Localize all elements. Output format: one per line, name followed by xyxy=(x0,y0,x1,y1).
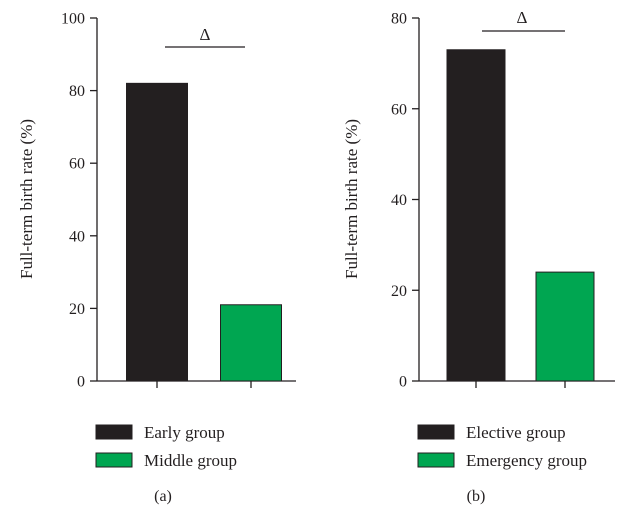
y-tick-label: 40 xyxy=(391,192,407,209)
legend-label: Elective group xyxy=(466,423,566,442)
panel-b-significance-marker: Δ xyxy=(517,8,528,27)
legend-swatch xyxy=(417,452,455,468)
y-tick-label: 20 xyxy=(69,301,85,318)
y-tick-label: 80 xyxy=(391,11,407,28)
y-tick-label: 100 xyxy=(61,11,85,28)
y-tick-label: 60 xyxy=(391,101,407,118)
panel-a-x-ticks xyxy=(156,381,252,388)
legend-swatch xyxy=(417,424,455,440)
panel-a-y-ticks: 0 20 40 60 80 100 xyxy=(61,11,97,391)
panel-a-label: (a) xyxy=(154,488,172,505)
y-tick-label: 80 xyxy=(69,83,85,100)
bar-early-group xyxy=(126,82,188,382)
legend-swatch xyxy=(95,452,133,468)
panel-b-y-ticks: 0 20 40 60 80 xyxy=(391,11,419,391)
legend-label: Early group xyxy=(144,423,225,442)
y-tick-label: 0 xyxy=(77,374,85,391)
panel-a-significance-marker: Δ xyxy=(200,25,211,44)
panel-a-bars xyxy=(126,82,282,382)
panel-b-y-axis-title: Full-term birth rate (%) xyxy=(342,119,361,279)
bar-elective-group xyxy=(446,49,506,382)
panel-b-label: (b) xyxy=(467,488,486,505)
bar-emergency-group xyxy=(535,271,595,382)
panel-b-bars xyxy=(446,49,595,382)
legend-swatch xyxy=(95,424,133,440)
panel-b-x-ticks xyxy=(475,381,566,388)
legend-label: Emergency group xyxy=(466,451,587,470)
panel-b: 0 20 40 60 80 Δ Full-term birth rate (%) Ele… xyxy=(342,8,615,505)
legend-label: Middle group xyxy=(144,451,237,470)
y-tick-label: 40 xyxy=(69,228,85,245)
y-tick-label: 20 xyxy=(391,283,407,300)
y-tick-label: 60 xyxy=(69,156,85,173)
panel-b-legend: Elective group Emergency group xyxy=(417,423,587,470)
panel-a-legend: Early group Middle group xyxy=(95,423,237,470)
bar-middle-group xyxy=(220,304,282,382)
y-tick-label: 0 xyxy=(399,374,407,391)
panel-a-y-axis-title: Full-term birth rate (%) xyxy=(17,119,36,279)
